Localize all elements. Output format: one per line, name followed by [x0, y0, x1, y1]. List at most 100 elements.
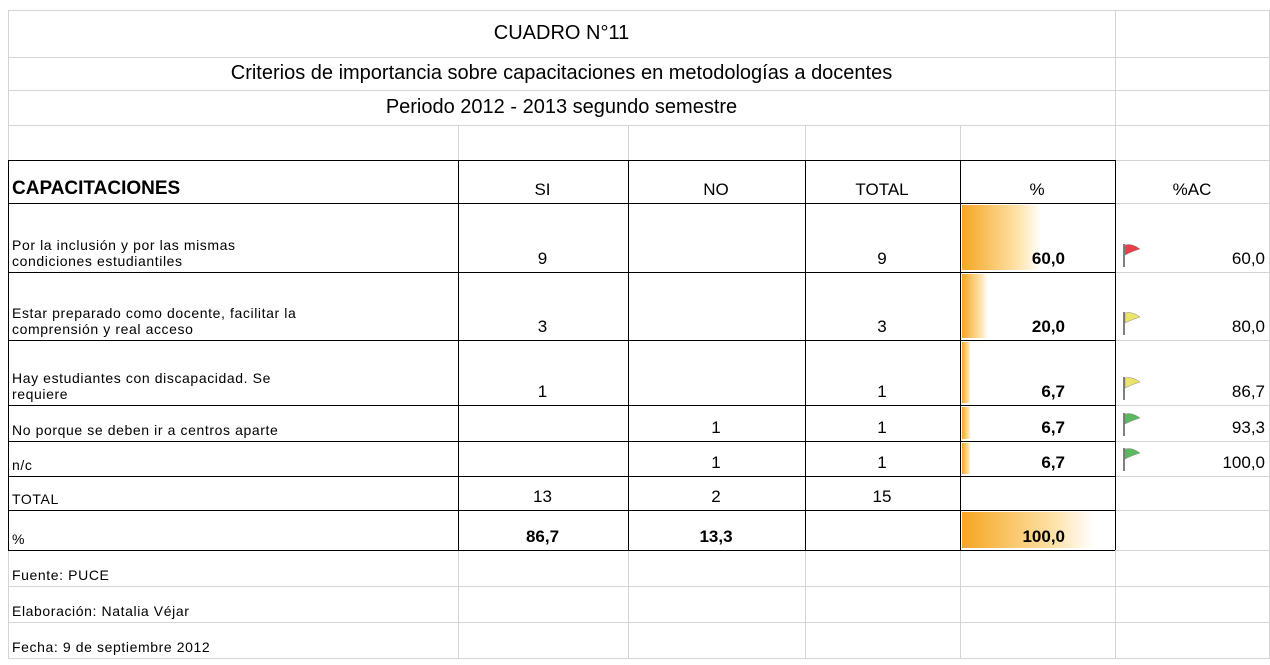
cell-pct: 6,7	[960, 405, 1115, 441]
cell-no: 13,3	[628, 510, 805, 550]
grid-line	[8, 125, 1270, 126]
cell-text: NO	[703, 180, 729, 199]
grid-line	[628, 125, 629, 160]
cell-no: 2	[628, 476, 805, 510]
grid-line	[8, 441, 1115, 442]
grid-line	[805, 550, 806, 658]
grid-line	[1115, 10, 1116, 160]
cell-text: 13,3	[699, 527, 733, 546]
cell-text: 6,7	[1041, 382, 1065, 401]
cell-text: 9	[877, 249, 887, 268]
title: CUADRO N°11	[8, 10, 1115, 57]
cell-text: Criterios de importancia sobre capacitac…	[230, 62, 893, 84]
cell-text: 6,7	[1041, 453, 1065, 472]
cell-si: 9	[458, 203, 628, 272]
grid-line	[960, 160, 961, 550]
grid-line	[960, 125, 961, 160]
row-label: n/c	[8, 441, 458, 476]
cell-ac: 86,7	[1115, 340, 1270, 405]
grid-line	[1115, 160, 1116, 550]
cell-no: 1	[628, 441, 805, 476]
cell-text: requiere	[12, 386, 69, 402]
cell-text: CUADRO N°11	[493, 22, 630, 44]
grid-line	[805, 125, 806, 160]
grid-line	[8, 272, 1115, 273]
cell-text: 15	[872, 487, 892, 506]
grid-line	[8, 90, 1270, 91]
cell-si: 3	[458, 272, 628, 340]
grid-line	[8, 658, 1270, 659]
cell-text: %AC	[1172, 180, 1212, 199]
cell-text: Fecha: 9 de septiembre 2012	[12, 639, 211, 655]
grid-line	[628, 160, 629, 550]
cell-no: 1	[628, 405, 805, 441]
cell-text: Elaboración: Natalia Véjar	[12, 603, 190, 619]
cell-text: 1	[877, 382, 887, 401]
period: Periodo 2012 - 2013 segundo semestre	[8, 90, 1115, 125]
column-header: CAPACITACIONES	[8, 160, 458, 203]
cell-text: 100,0	[1222, 453, 1265, 472]
grid-line	[1115, 125, 1116, 160]
grid-line	[458, 125, 459, 160]
cell-text: 6,7	[1041, 418, 1065, 437]
cell-total: 1	[805, 405, 960, 441]
cell-text: 3	[877, 317, 887, 336]
row-label: TOTAL	[8, 476, 458, 510]
flag-icon	[1123, 413, 1141, 436]
cell-text: 1	[711, 453, 721, 472]
grid-line	[960, 550, 961, 658]
cell-total: 15	[805, 476, 960, 510]
data-bar	[962, 407, 971, 439]
cell-text: %	[12, 531, 26, 547]
cell-si: 13	[458, 476, 628, 510]
flag-icon	[1123, 448, 1141, 471]
grid-line	[1115, 550, 1116, 658]
cell-text: TOTAL	[12, 491, 59, 507]
cell-text: Hay estudiantes con discapacidad. Se	[12, 370, 271, 386]
subtitle: Criterios de importancia sobre capacitac…	[8, 57, 1115, 90]
cell-text: 93,3	[1231, 418, 1265, 437]
grid-line	[8, 510, 1115, 511]
row-label: No porque se deben ir a centros aparte	[8, 405, 458, 441]
cell-text: condiciones estudiantiles	[12, 253, 183, 269]
cell-pct: 60,0	[960, 203, 1115, 272]
cell-text: CAPACITACIONES	[12, 178, 181, 199]
row-label: %	[8, 510, 458, 550]
grid-line	[8, 10, 1270, 11]
column-header: %	[960, 160, 1115, 203]
column-header: NO	[628, 160, 805, 203]
cell-total: 1	[805, 441, 960, 476]
cell-text: 1	[537, 382, 548, 401]
cell-text: No porque se deben ir a centros aparte	[12, 422, 279, 438]
cell-text: 86,7	[1231, 382, 1265, 401]
grid-line	[8, 622, 1270, 623]
cell-pct: 100,0	[960, 510, 1115, 550]
cell-text: 1	[877, 418, 887, 437]
data-bar	[962, 205, 1041, 270]
cell-text: comprensión y real acceso	[12, 321, 194, 337]
grid-line	[8, 125, 9, 160]
grid-line	[8, 550, 9, 658]
cell-text: 60,0	[1231, 249, 1265, 268]
cell-si: 1	[458, 340, 628, 405]
cell-text: 1	[877, 453, 887, 472]
grid-line	[805, 160, 806, 550]
cell-text: 20,0	[1031, 317, 1065, 336]
grid-line	[8, 476, 1115, 477]
cell-text: 80,0	[1231, 317, 1265, 336]
grid-line	[8, 160, 1115, 161]
cell-si: 86,7	[458, 510, 628, 550]
cell-total: 3	[805, 272, 960, 340]
cell-text: Estar preparado como docente, facilitar …	[12, 305, 297, 321]
cell-text: 9	[537, 249, 548, 268]
grid-line	[458, 550, 459, 658]
column-header: SI	[458, 160, 628, 203]
footer-note: Fecha: 9 de septiembre 2012	[8, 622, 458, 658]
cell-ac: 60,0	[1115, 203, 1270, 272]
cell-text: TOTAL	[855, 180, 909, 199]
data-bar	[962, 512, 1093, 548]
cell-text: SI	[534, 180, 551, 199]
cell-ac: 80,0	[1115, 272, 1270, 340]
grid-line	[8, 57, 1270, 58]
